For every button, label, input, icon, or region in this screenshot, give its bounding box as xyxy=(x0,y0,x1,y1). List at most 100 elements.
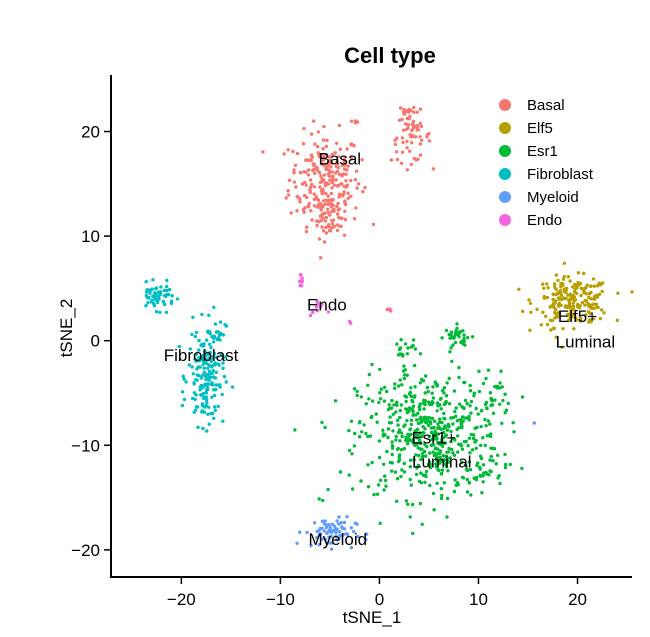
point-myeloid xyxy=(337,522,341,526)
point-esr1 xyxy=(435,481,439,485)
point-endo xyxy=(315,309,320,313)
point-basal xyxy=(408,114,412,119)
point-basal xyxy=(319,208,323,212)
x-tick-label: 0 xyxy=(375,590,384,609)
point-esr1 xyxy=(495,386,500,390)
point-myeloid xyxy=(337,530,342,534)
point-esr1 xyxy=(425,445,429,449)
point-elf5 xyxy=(553,301,557,305)
point-fibroblast xyxy=(158,310,162,314)
point-basal xyxy=(324,198,328,202)
point-basal xyxy=(331,225,335,230)
point-esr1 xyxy=(417,421,421,425)
point-basal xyxy=(301,142,306,146)
point-endo xyxy=(300,276,304,280)
point-basal xyxy=(405,168,409,172)
point-esr1 xyxy=(467,436,472,440)
point-fibroblast xyxy=(161,299,166,304)
point-fibroblast xyxy=(202,342,206,346)
point-basal xyxy=(404,122,408,126)
point-elf5 xyxy=(542,294,546,299)
point-fibroblast xyxy=(202,354,206,358)
point-myeloid xyxy=(349,526,353,530)
point-esr1 xyxy=(350,452,354,456)
point-fibroblast xyxy=(148,291,152,295)
point-fibroblast xyxy=(153,291,157,295)
point-basal xyxy=(337,215,341,220)
point-fibroblast xyxy=(205,400,209,404)
point-esr1 xyxy=(430,391,434,395)
point-esr1 xyxy=(405,418,409,423)
point-basal xyxy=(304,229,309,234)
point-basal xyxy=(328,213,332,217)
point-endo xyxy=(349,321,353,325)
point-fibroblast xyxy=(144,304,148,308)
x-axis-title: tSNE_1 xyxy=(343,608,402,627)
point-esr1 xyxy=(443,401,448,406)
point-elf5 xyxy=(556,315,560,319)
point-basal xyxy=(316,144,320,149)
point-fibroblast xyxy=(198,385,203,389)
point-elf5 xyxy=(587,304,591,308)
point-fibroblast xyxy=(190,365,194,369)
point-basal xyxy=(308,190,312,194)
point-esr1 xyxy=(438,449,443,453)
point-elf5 xyxy=(592,317,596,321)
point-esr1 xyxy=(427,434,431,439)
chart-title: Cell type xyxy=(344,43,436,68)
point-esr1 xyxy=(485,406,489,411)
point-fibroblast xyxy=(224,324,229,328)
point-basal xyxy=(333,151,337,155)
point-esr1 xyxy=(452,389,457,393)
point-esr1 xyxy=(483,443,487,448)
point-esr1 xyxy=(463,380,467,385)
point-basal xyxy=(322,124,326,129)
point-esr1 xyxy=(388,415,392,419)
point-basal xyxy=(323,219,328,223)
point-basal xyxy=(352,217,357,221)
point-basal xyxy=(321,158,326,162)
point-esr1 xyxy=(414,413,418,417)
legend-key-endo xyxy=(499,214,511,226)
point-fibroblast xyxy=(144,280,148,284)
point-fibroblast xyxy=(192,410,196,414)
point-esr1 xyxy=(393,382,397,386)
point-fibroblast xyxy=(207,313,211,317)
point-esr1 xyxy=(451,451,455,455)
point-esr1 xyxy=(435,409,439,413)
point-basal xyxy=(318,214,323,218)
point-fibroblast xyxy=(213,361,217,365)
point-basal xyxy=(302,193,307,198)
point-basal xyxy=(349,194,353,198)
point-esr1 xyxy=(447,402,452,406)
point-basal xyxy=(313,142,317,146)
point-basal xyxy=(398,106,403,110)
point-fibroblast xyxy=(210,354,214,359)
point-basal xyxy=(410,141,414,145)
point-esr1 xyxy=(456,450,460,454)
point-basal xyxy=(400,117,404,122)
point-elf5 xyxy=(599,308,604,312)
point-esr1 xyxy=(378,478,383,482)
point-basal xyxy=(312,192,316,196)
point-esr1 xyxy=(424,416,428,420)
point-elf5 xyxy=(559,285,563,289)
point-fibroblast xyxy=(214,383,218,387)
point-esr1 xyxy=(463,398,468,403)
x-tick-label: −10 xyxy=(266,590,295,609)
point-esr1 xyxy=(436,440,440,445)
point-elf5 xyxy=(571,285,575,289)
point-esr1 xyxy=(405,373,409,377)
point-fibroblast xyxy=(184,380,188,384)
point-esr1 xyxy=(447,460,451,464)
point-elf5 xyxy=(557,304,561,308)
point-elf5 xyxy=(598,316,603,321)
point-fibroblast xyxy=(203,350,207,354)
point-basal xyxy=(399,161,404,165)
point-esr1 xyxy=(441,454,445,458)
point-esr1 xyxy=(395,418,400,423)
point-esr1 xyxy=(420,377,424,382)
point-esr1 xyxy=(444,328,449,333)
point-elf5 xyxy=(573,315,577,319)
point-esr1 xyxy=(383,474,387,478)
